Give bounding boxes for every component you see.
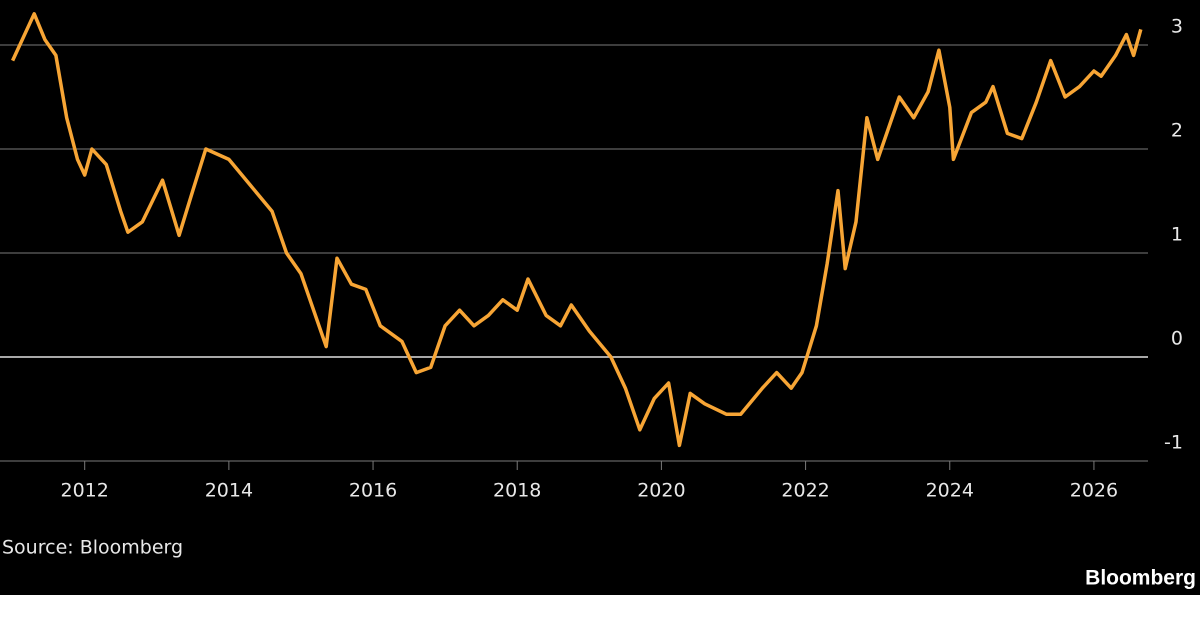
x-tick-label: 2026 [1070, 480, 1118, 502]
y-tick-label: 3 [1171, 16, 1183, 38]
series-line [11, 12, 1143, 448]
brand: Bloomberg [1085, 567, 1196, 590]
x-tick-label: 2020 [637, 480, 685, 502]
background [0, 0, 1200, 595]
y-tick-label: 1 [1171, 224, 1183, 246]
x-tick-label: 2014 [205, 480, 253, 502]
x-tick-label: 2018 [493, 480, 541, 502]
y-tick-label: 2 [1171, 120, 1183, 142]
source: Source: Bloomberg [2, 537, 183, 559]
y-tick-label: -1 [1164, 432, 1183, 454]
x-tick-label: 2012 [61, 480, 109, 502]
x-tick-label: 2022 [781, 480, 829, 502]
x-tick-label: 2024 [926, 480, 974, 502]
y-tick-label: 0 [1171, 328, 1183, 350]
x-tick-label: 2016 [349, 480, 397, 502]
